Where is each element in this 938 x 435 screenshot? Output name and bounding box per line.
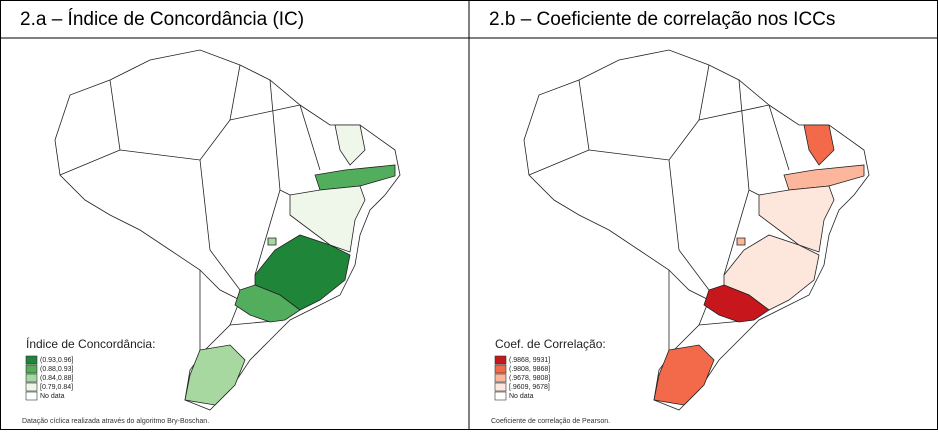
state [758, 185, 835, 253]
footnote: Coeficiente de correlação de Pearson. [491, 418, 610, 425]
map-panel: Coef. de Correlação: (.9868, 9931] (.9808,… [491, 49, 870, 425]
legend-swatch [494, 391, 507, 401]
state [803, 124, 835, 166]
state-border [299, 104, 321, 171]
legend-label: (.9868, 9931] [509, 357, 550, 364]
legend-swatch [25, 382, 38, 392]
state-border [254, 189, 281, 276]
legend-label: [0.79,0.84] [40, 384, 73, 391]
state [334, 124, 366, 166]
legend-swatch [494, 355, 507, 365]
state-border [668, 159, 680, 251]
state-border [768, 104, 790, 171]
legend-title: Índice de Concordância: [26, 336, 155, 351]
state-border [698, 104, 770, 121]
footnote: Datação cíclica realizada através do alg… [22, 418, 209, 425]
legend-swatch [494, 373, 507, 383]
legend-swatch [25, 373, 38, 383]
legend-swatch [25, 391, 38, 401]
state-border [588, 64, 710, 161]
country [523, 49, 870, 411]
state [736, 237, 746, 246]
legend-title: Coef. de Correlação: [495, 337, 606, 351]
country [54, 49, 401, 411]
legend-swatch [494, 382, 507, 392]
state-border [119, 64, 241, 161]
state-border [209, 249, 241, 291]
legend-label: (.9808, 9868] [509, 366, 550, 373]
legend-label: [.9609, 9678] [509, 384, 550, 391]
state [234, 284, 301, 323]
legend-swatch [494, 364, 507, 374]
state [289, 185, 366, 253]
state [184, 344, 246, 406]
state [267, 237, 277, 246]
legend-label: (0.84,0.88] [40, 375, 74, 382]
legend-label: (0.88,0.93] [40, 366, 74, 373]
state [703, 284, 770, 323]
legend-swatch [25, 355, 38, 365]
legend-swatch [25, 364, 38, 374]
legend-label: No data [40, 393, 65, 400]
state-border [678, 249, 710, 291]
legend-label: (.9678, 9808] [509, 375, 550, 382]
map-panel: Índice de Concordância: (0.93,0.96] (0.88,… [22, 49, 401, 425]
panel-title: 2.a – Índice de Concordância (IC) [20, 9, 304, 30]
state-border [723, 189, 750, 276]
state-border [199, 159, 211, 251]
panel-title: 2.b – Coeficiente de correlação nos ICCs [489, 9, 835, 30]
legend-label: (0.93,0.96] [40, 357, 74, 364]
legend-label: No data [509, 393, 534, 400]
state [653, 344, 715, 406]
state-border [229, 104, 301, 121]
